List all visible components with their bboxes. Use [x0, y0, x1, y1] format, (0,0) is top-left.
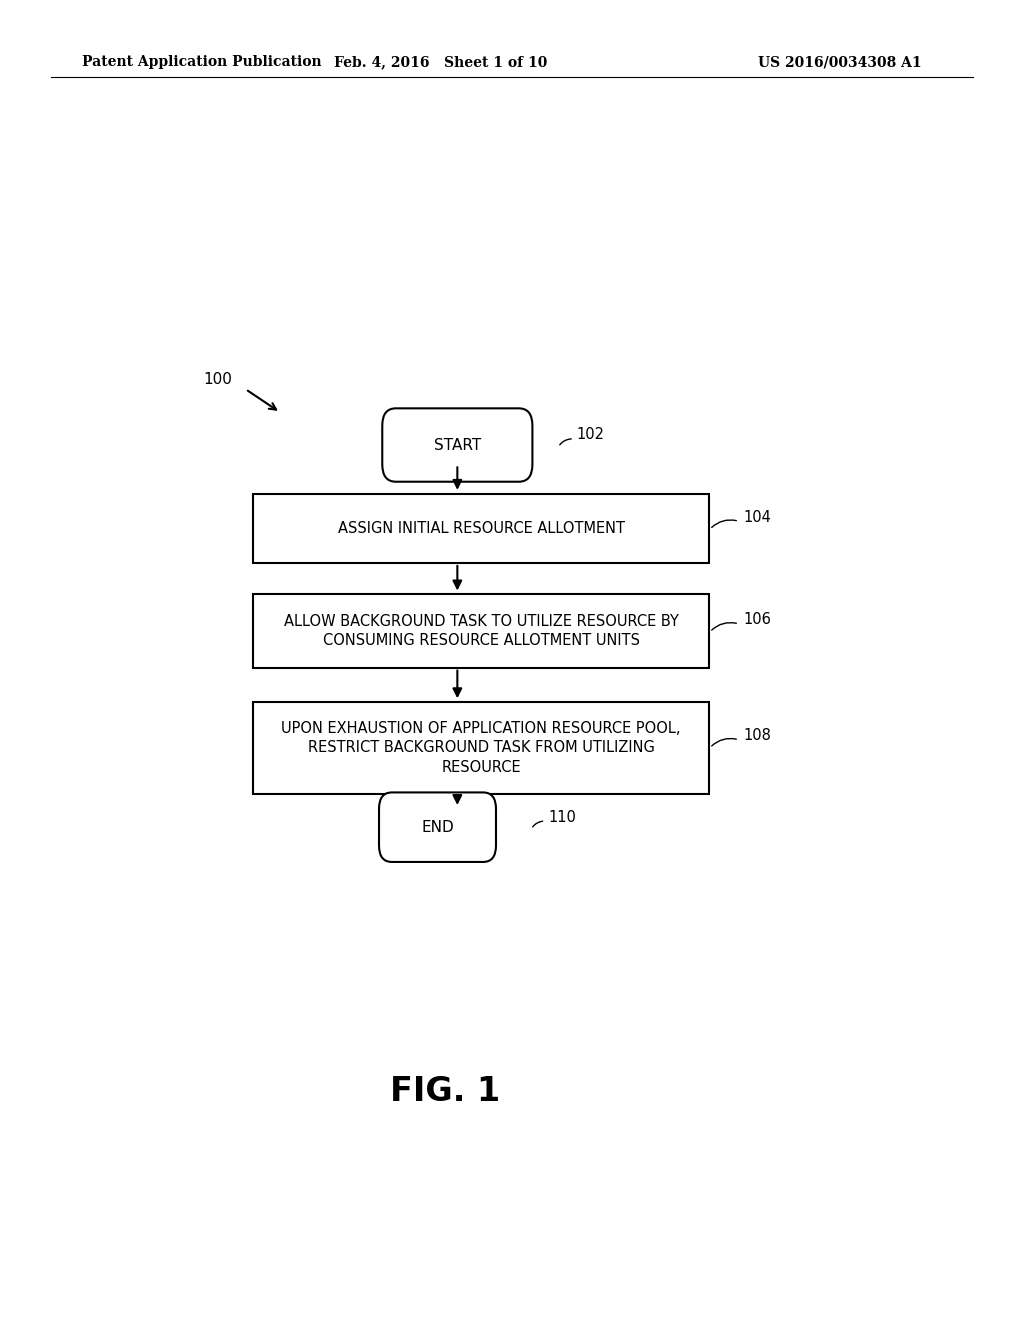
Bar: [253, 594, 710, 668]
Text: US 2016/0034308 A1: US 2016/0034308 A1: [758, 55, 922, 69]
Text: UPON EXHAUSTION OF APPLICATION RESOURCE POOL,
RESTRICT BACKGROUND TASK FROM UTIL: UPON EXHAUSTION OF APPLICATION RESOURCE …: [282, 721, 681, 775]
FancyBboxPatch shape: [379, 792, 496, 862]
Text: 110: 110: [549, 809, 577, 825]
Bar: [253, 494, 710, 562]
FancyBboxPatch shape: [382, 408, 532, 482]
Bar: [253, 702, 710, 793]
Text: FIG. 1: FIG. 1: [390, 1074, 501, 1107]
Text: ASSIGN INITIAL RESOURCE ALLOTMENT: ASSIGN INITIAL RESOURCE ALLOTMENT: [338, 521, 625, 536]
Text: START: START: [434, 437, 481, 453]
Text: END: END: [421, 820, 454, 834]
Text: 108: 108: [743, 729, 772, 743]
Text: 106: 106: [743, 612, 772, 627]
Text: Patent Application Publication: Patent Application Publication: [82, 55, 322, 69]
Text: ALLOW BACKGROUND TASK TO UTILIZE RESOURCE BY
CONSUMING RESOURCE ALLOTMENT UNITS: ALLOW BACKGROUND TASK TO UTILIZE RESOURC…: [284, 614, 679, 648]
Text: 102: 102: [577, 428, 604, 442]
Text: 100: 100: [204, 372, 232, 388]
Text: Feb. 4, 2016   Sheet 1 of 10: Feb. 4, 2016 Sheet 1 of 10: [334, 55, 547, 69]
Text: 104: 104: [743, 510, 772, 524]
